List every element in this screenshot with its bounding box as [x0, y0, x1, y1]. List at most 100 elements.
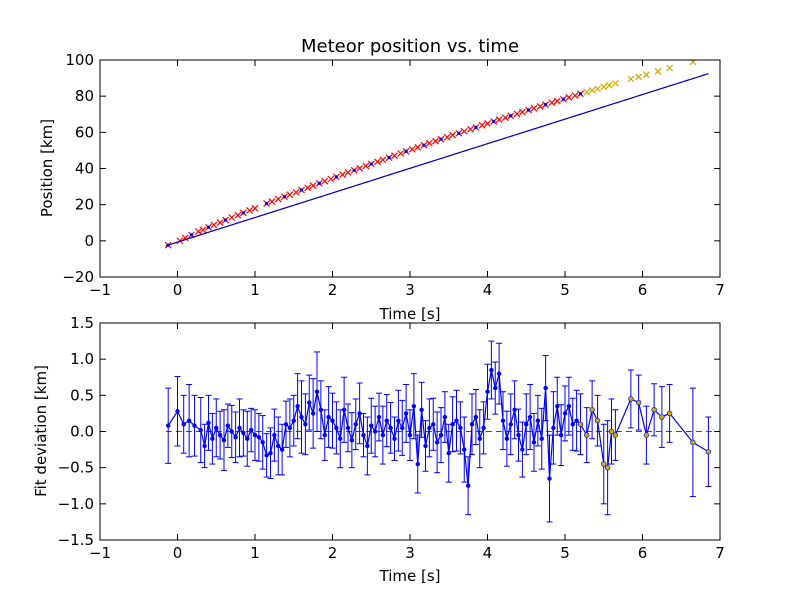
- position-observed-point: [460, 127, 468, 135]
- deviation-x-tick-label: 5: [560, 544, 570, 562]
- deviation-point: [206, 420, 211, 426]
- deviation-point: [314, 389, 320, 394]
- position-fit-point: [265, 201, 269, 206]
- deviation-point: [287, 425, 293, 431]
- position-fit-point: [422, 143, 426, 147]
- deviation-point: [512, 407, 517, 412]
- deviation-point: [555, 403, 560, 409]
- deviation-late-point: [583, 432, 590, 438]
- position-observed-point: [501, 114, 509, 122]
- deviation-point: [400, 425, 405, 431]
- deviation-x-tick-label: 2: [328, 544, 338, 562]
- deviation-point: [334, 425, 339, 431]
- position-observed-point: [571, 92, 579, 100]
- deviation-x-tick-label: 7: [715, 544, 725, 562]
- position-fit-point: [439, 137, 443, 141]
- deviation-point: [268, 451, 273, 456]
- deviation-point: [380, 432, 386, 438]
- deviation-point: [419, 407, 424, 412]
- deviation-point: [481, 425, 486, 431]
- deviation-point: [566, 403, 572, 409]
- deviation-late-point: [612, 432, 619, 438]
- deviation-point: [210, 436, 215, 441]
- position-observed-point: [327, 175, 335, 183]
- deviation-point: [272, 432, 277, 438]
- deviation-x-tick-label: 3: [405, 544, 415, 562]
- position-late_observed-point: [588, 86, 596, 94]
- deviation-point: [496, 371, 502, 376]
- deviation-y-tick-label: −1.5: [58, 531, 94, 549]
- position-observed-point: [478, 121, 486, 129]
- position-y-tick-label: 60: [75, 123, 94, 141]
- deviation-point: [384, 418, 389, 423]
- position-fit-point: [474, 125, 478, 130]
- position-observed-point: [391, 152, 398, 160]
- deviation-point: [547, 476, 552, 481]
- deviation-point: [508, 422, 513, 427]
- deviation-point: [264, 453, 269, 458]
- position-observed-point: [379, 156, 387, 164]
- position-observed-point: [234, 211, 242, 219]
- deviation-point: [500, 418, 506, 423]
- position-y-tick-label: 80: [75, 87, 94, 105]
- deviation-late-point: [594, 417, 601, 424]
- deviation-point: [353, 422, 358, 427]
- position-observed-point: [195, 228, 202, 236]
- position-observed-point: [432, 137, 439, 145]
- position-observed-point: [449, 131, 457, 139]
- deviation-point: [225, 423, 231, 428]
- position-y-tick-label: 40: [75, 160, 94, 178]
- deviation-point: [423, 443, 428, 449]
- position-late_observed-point: [605, 81, 613, 89]
- position-fit-point: [282, 195, 287, 199]
- deviation-point: [493, 385, 498, 391]
- deviation-point: [221, 437, 227, 443]
- position-observed-point: [408, 145, 416, 153]
- deviation-point: [520, 447, 525, 452]
- deviation-point: [241, 430, 246, 436]
- deviation-point: [562, 411, 568, 416]
- position-x-tick-label: 5: [560, 281, 570, 299]
- position-fit-point: [334, 175, 338, 179]
- deviation-point: [434, 440, 440, 445]
- deviation-y-axis-label: Fit deviation [km]: [32, 365, 50, 497]
- deviation-point: [276, 443, 281, 449]
- chart-title: Meteor position vs. time: [301, 36, 519, 57]
- deviation-point: [198, 427, 203, 433]
- deviation-x-axis-label: Time [s]: [379, 567, 441, 585]
- deviation-point: [524, 422, 529, 427]
- position-observed-point: [548, 99, 556, 107]
- position-observed-point: [339, 171, 346, 179]
- deviation-point: [458, 425, 463, 431]
- position-observed-point: [513, 110, 521, 118]
- position-observed-point: [304, 184, 312, 192]
- deviation-point: [376, 414, 382, 420]
- deviation-point: [462, 447, 467, 452]
- deviation-point: [345, 425, 351, 431]
- deviation-late-point: [608, 428, 615, 435]
- position-plot-area: [164, 60, 712, 249]
- position-observed-point: [176, 237, 184, 245]
- deviation-point: [369, 423, 374, 428]
- deviation-point: [415, 461, 420, 467]
- position-late_observed-point: [689, 60, 697, 66]
- deviation-late-point: [705, 449, 712, 455]
- deviation-point: [361, 432, 366, 438]
- position-observed-point: [344, 169, 352, 176]
- position-fit-point: [166, 243, 170, 247]
- position-observed-point: [414, 143, 422, 151]
- position-observed-point: [268, 198, 276, 206]
- position-observed-point: [484, 120, 491, 127]
- position-observed-point: [443, 133, 451, 141]
- position-fit-point: [561, 97, 566, 101]
- deviation-y-tick-label: −0.5: [58, 459, 94, 477]
- position-x-tick-label: 6: [638, 281, 648, 299]
- position-observed-point: [553, 97, 561, 105]
- deviation-point: [427, 425, 432, 431]
- position-late_observed-point: [594, 85, 601, 93]
- deviation-point: [237, 425, 242, 431]
- position-observed-point: [292, 188, 300, 196]
- deviation-point: [411, 403, 417, 409]
- position-y-tick-label: 20: [75, 196, 94, 214]
- deviation-point: [181, 422, 186, 427]
